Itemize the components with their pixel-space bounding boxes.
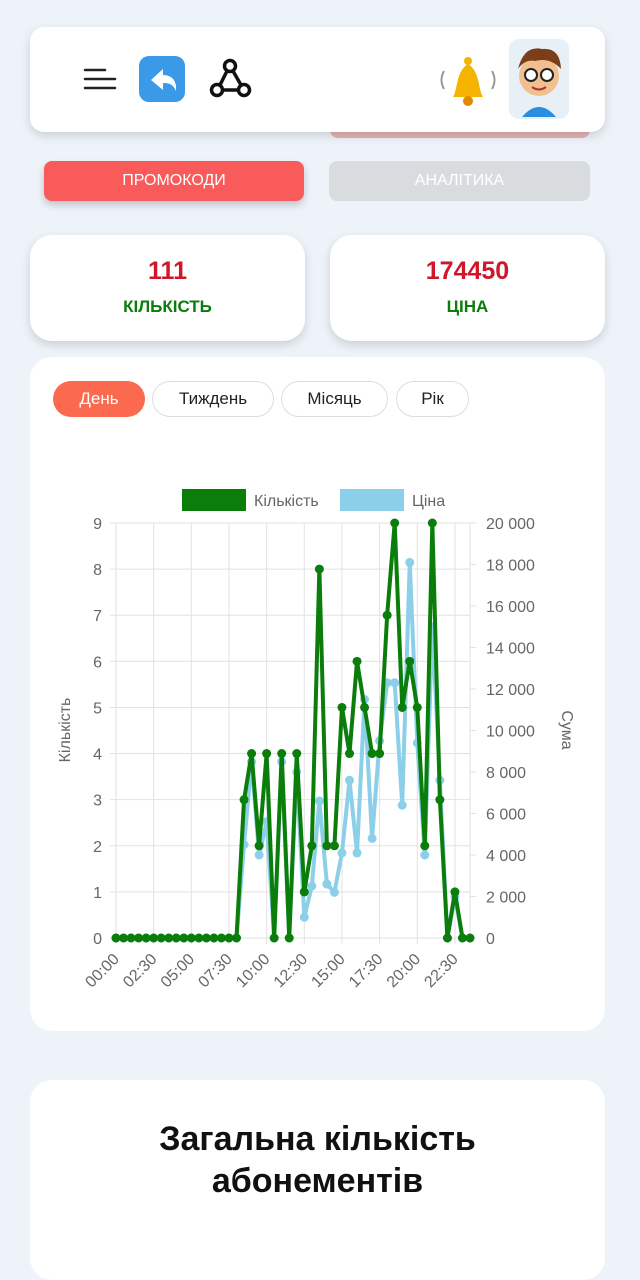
- period-button[interactable]: Тиждень: [152, 381, 274, 417]
- stat-value: 111: [148, 257, 187, 285]
- back-icon[interactable]: [139, 56, 185, 102]
- page: ПРОМОКОДИ АНАЛІТИКА 111 КІЛЬКІСТЬ 174450…: [30, 27, 605, 1280]
- section-card: Загальна кількість абонементів: [30, 1080, 605, 1280]
- avatar[interactable]: [509, 39, 569, 119]
- section-title: Загальна кількість абонементів: [159, 1120, 476, 1200]
- tab-analytics[interactable]: АНАЛІТИКА: [329, 161, 590, 201]
- stat-value: 174450: [425, 257, 510, 285]
- stat-label: КІЛЬКІСТЬ: [123, 297, 212, 316]
- graph-icon[interactable]: [209, 58, 252, 98]
- stat-card: 174450 ЦІНА: [330, 235, 605, 341]
- bell-icon[interactable]: [440, 57, 496, 106]
- stat-label: ЦІНА: [446, 297, 489, 316]
- chart-card: [30, 357, 605, 1031]
- tab-promocodes[interactable]: ПРОМОКОДИ: [44, 161, 304, 201]
- period-button[interactable]: День: [53, 381, 145, 417]
- header: [30, 27, 605, 132]
- header-icons: [83, 39, 569, 119]
- period-button[interactable]: Місяць: [281, 381, 388, 417]
- period-button[interactable]: Рік: [396, 381, 469, 417]
- stat-card: 111 КІЛЬКІСТЬ: [30, 235, 305, 341]
- menu-icon[interactable]: [83, 68, 117, 90]
